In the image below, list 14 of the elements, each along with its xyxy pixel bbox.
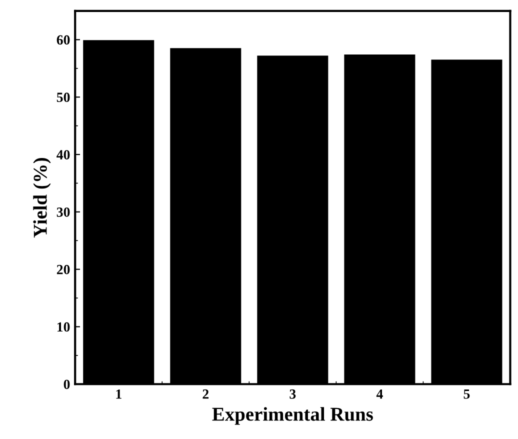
y-tick-label: 0: [64, 380, 70, 390]
y-axis-title: Yield (%): [33, 158, 51, 238]
y-tick-label: 40: [56, 150, 70, 160]
x-tick-label: 3: [290, 389, 296, 399]
x-tick-label: 1: [116, 389, 122, 399]
y-tick-label: 30: [56, 207, 70, 217]
y-tick-label: 50: [56, 92, 70, 102]
x-tick-label: 4: [376, 389, 383, 399]
x-tick-label: 5: [464, 390, 470, 399]
y-tick-label: 20: [56, 264, 70, 274]
y-tick-label: 60: [56, 35, 70, 45]
x-axis-title: Experimental Runs: [212, 407, 373, 425]
x-tick-label: 2: [202, 389, 209, 399]
y-tick-label: 10: [57, 322, 70, 332]
